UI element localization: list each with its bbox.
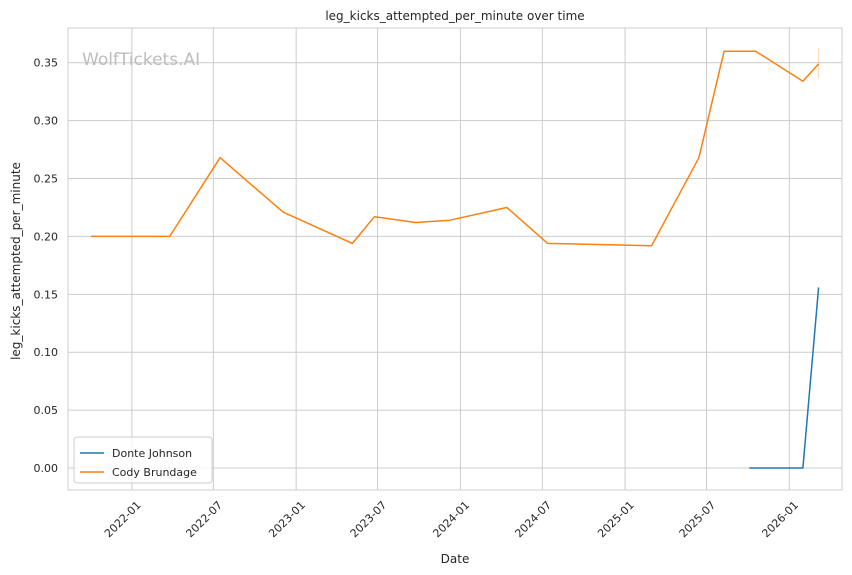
series-lines [91,47,820,469]
x-tick-label: 2024-01 [430,499,472,541]
y-tick-label: 0.35 [34,57,59,70]
x-tick-label: 2022-07 [183,499,225,541]
plot-area [67,27,843,491]
legend-label: Cody Brundage [112,466,197,479]
y-tick-label: 0.20 [34,230,59,243]
x-tick-label: 2025-07 [677,499,719,541]
series-line-donte-johnson [749,287,820,469]
x-axis-ticks: 2022-01 2022-07 2023-01 2023-07 2024-01 2024-… [102,499,801,541]
legend-label: Donte Johnson [112,447,192,460]
y-axis-title: leg_kicks_attempted_per_minute [9,162,23,360]
y-tick-label: 0.00 [34,462,59,475]
x-tick-label: 2024-07 [512,499,554,541]
grid [68,28,842,490]
watermark: WolfTickets.AI [82,50,200,70]
y-tick-label: 0.30 [34,115,59,128]
x-tick-label: 2022-01 [102,499,144,541]
x-tick-label: 2025-01 [595,499,637,541]
legend: Donte Johnson Cody Brundage [73,436,213,484]
y-tick-label: 0.15 [34,288,59,301]
x-axis-title: Date [441,552,470,566]
x-tick-label: 2026-01 [759,499,801,541]
y-tick-label: 0.10 [34,346,59,359]
x-tick-label: 2023-01 [266,499,308,541]
y-tick-label: 0.05 [34,404,59,417]
legend-box [73,436,213,484]
x-tick-label: 2023-07 [348,499,390,541]
chart-title: leg_kicks_attempted_per_minute over time [325,9,584,23]
y-tick-label: 0.25 [34,173,59,186]
series-line-cody-brundage [91,50,820,247]
y-axis-ticks: 0.00 0.05 0.10 0.15 0.20 0.25 0.30 0.35 [34,57,59,475]
